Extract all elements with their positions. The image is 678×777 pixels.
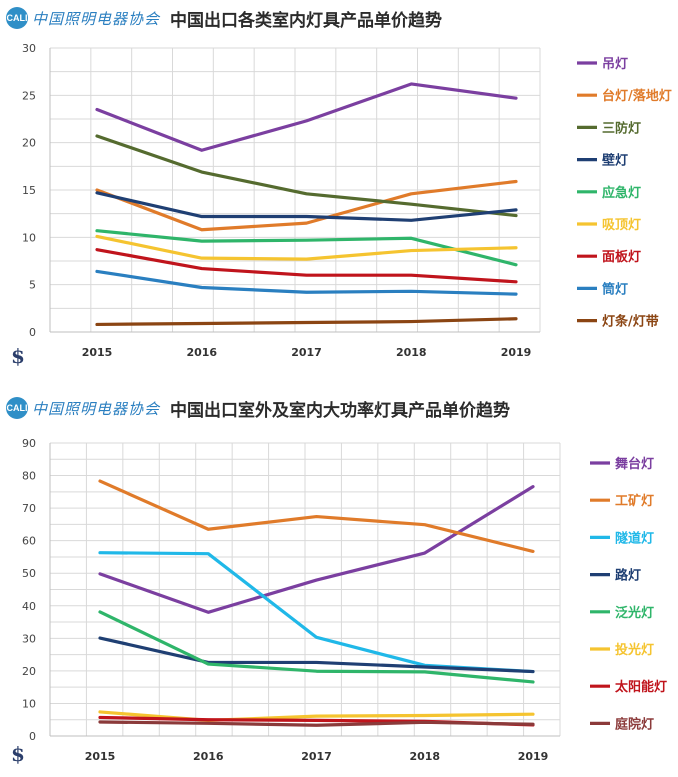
- y-tick-label: 20: [22, 137, 36, 150]
- series-line-5: [98, 610, 535, 684]
- x-tick-label: 2016: [186, 346, 217, 359]
- legend-label: 吊灯: [602, 56, 628, 72]
- cali-logo-icon: CALI: [6, 397, 28, 419]
- y-tick-label: 15: [22, 184, 36, 197]
- legend-label: 隧道灯: [615, 530, 654, 546]
- currency-symbol-outdoor: $: [11, 742, 25, 766]
- x-tick-label: 2018: [409, 750, 440, 763]
- series-line-1: [95, 82, 518, 152]
- y-tick-label: 25: [22, 89, 36, 102]
- legend-label: 应急灯: [602, 185, 641, 201]
- y-tick-label: 20: [22, 665, 36, 678]
- x-tick-label: 2018: [396, 346, 427, 359]
- y-tick-label: 90: [22, 437, 36, 450]
- y-tick-label: 40: [22, 600, 36, 613]
- y-tick-label: 60: [22, 535, 36, 548]
- chart-header-outdoor: CALI 中国照明电器协会 中国出口室外及室内大功率灯具产品单价趋势: [6, 394, 510, 422]
- line-chart-outdoor: 0 10 20 30 40 50 60 70 80 90 2015 2016 2017 2018 2019 舞…: [22, 437, 667, 763]
- logo-text: 中国照明电器协会: [32, 9, 161, 28]
- line-chart-indoor: 0 5 10 15 20 25 30 2015 2016 2017 2018 2019 吊灯台灯/落地灯…: [22, 42, 672, 359]
- y-tick-label: 0: [29, 326, 36, 339]
- y-tick-label: 10: [22, 697, 36, 710]
- chart-title-outdoor: 中国出口室外及室内大功率灯具产品单价趋势: [170, 400, 511, 421]
- legend-label: 台灯/落地灯: [602, 88, 672, 104]
- series-line-8: [95, 269, 518, 296]
- legend-label: 三防灯: [602, 120, 641, 136]
- x-tick-label: 2015: [82, 346, 113, 359]
- y-tick-label: 80: [22, 470, 36, 483]
- x-tick-label: 2017: [301, 750, 332, 763]
- series-line-5: [95, 229, 518, 267]
- legend-label: 吸顶灯: [602, 217, 641, 233]
- y-tick-label: 5: [29, 279, 36, 292]
- series-line-3: [95, 134, 518, 218]
- series-line-4: [98, 636, 535, 674]
- chart-title-indoor: 中国出口各类室内灯具产品单价趋势: [170, 10, 443, 31]
- y-tick-label: 30: [22, 42, 36, 55]
- y-tick-label: 10: [22, 231, 36, 244]
- series-line-4: [95, 191, 518, 222]
- x-tick-label: 2019: [501, 346, 532, 359]
- chart-panel-outdoor: CALI 中国照明电器协会 中国出口室外及室内大功率灯具产品单价趋势 0 10 20…: [0, 390, 678, 777]
- y-tick-label: 70: [22, 502, 36, 515]
- y-tick-label: 50: [22, 567, 36, 580]
- cali-logo-icon: CALI: [6, 7, 28, 29]
- series-line-6: [95, 234, 518, 261]
- x-tick-label: 2015: [85, 750, 116, 763]
- series-line-2: [98, 479, 535, 554]
- x-tick-label: 2016: [193, 750, 224, 763]
- legend-label: 泛光灯: [615, 605, 654, 621]
- legend-label: 舞台灯: [614, 456, 654, 472]
- legend-label: 庭院灯: [615, 716, 654, 732]
- series-line-7: [95, 248, 518, 284]
- logo-text: 中国照明电器协会: [32, 399, 161, 418]
- chart-header-indoor: CALI 中国照明电器协会 中国出口各类室内灯具产品单价趋势: [6, 4, 442, 32]
- legend-label: 壁灯: [602, 153, 628, 169]
- legend-label: 面板灯: [602, 249, 641, 265]
- legend-label: 太阳能灯: [614, 679, 667, 695]
- y-tick-label: 0: [29, 730, 36, 743]
- legend-label: 路灯: [615, 568, 641, 584]
- legend-label: 灯条/灯带: [602, 314, 659, 330]
- legend-label: 筒灯: [602, 281, 628, 297]
- series-line-9: [95, 317, 518, 327]
- y-tick-label: 30: [22, 632, 36, 645]
- series-line-2: [95, 179, 518, 232]
- series-line-8: [98, 720, 535, 727]
- currency-symbol-indoor: $: [11, 344, 25, 368]
- legend-label: 投光灯: [615, 642, 654, 658]
- x-tick-label: 2017: [291, 346, 322, 359]
- x-tick-label: 2019: [518, 750, 549, 763]
- chart-panel-indoor: CALI 中国照明电器协会 中国出口各类室内灯具产品单价趋势 0 5 10 15 20 2…: [6, 4, 672, 368]
- legend-label: 工矿灯: [615, 493, 654, 509]
- series-line-1: [98, 485, 535, 614]
